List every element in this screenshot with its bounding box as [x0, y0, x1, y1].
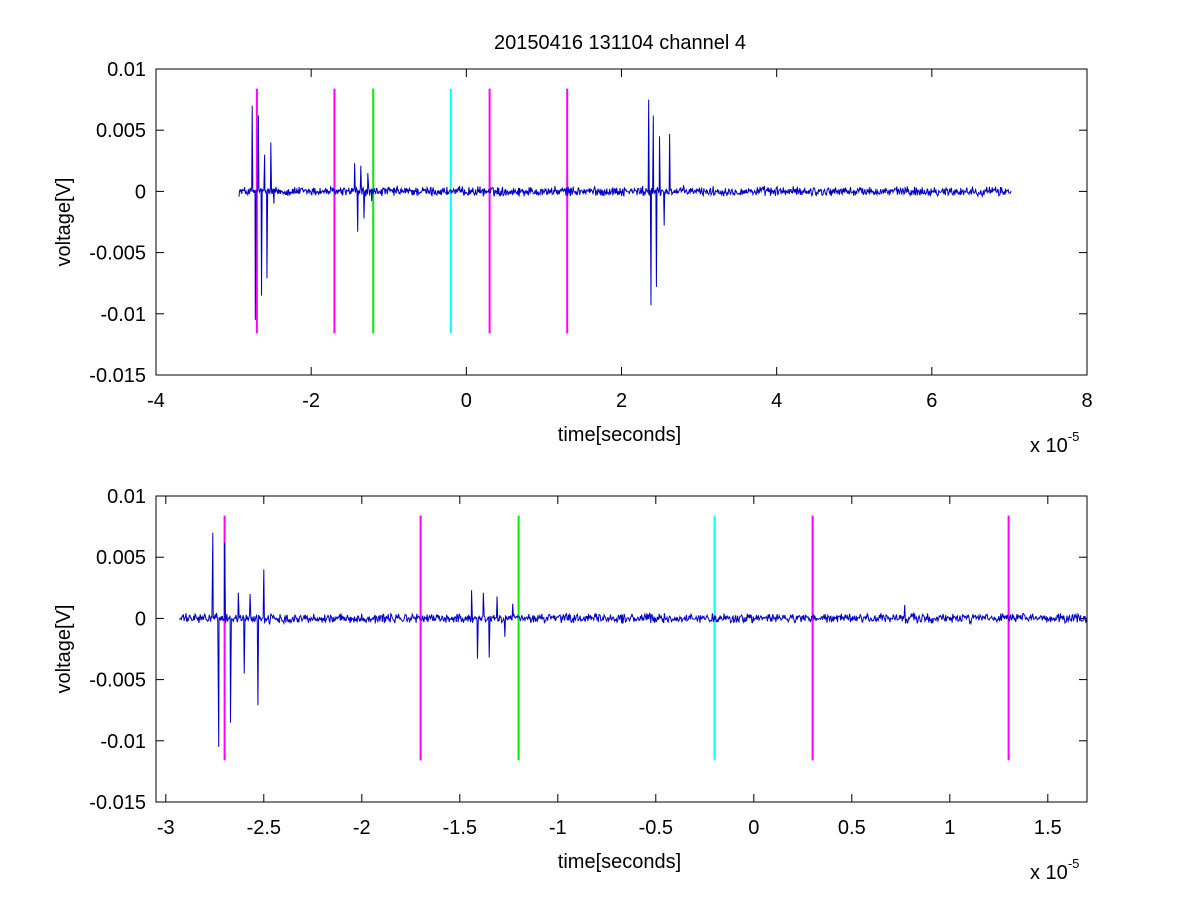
top-plot-x-axis-label: time[seconds]	[558, 424, 681, 446]
bottom-plot-x-exponent-power: -5	[1068, 856, 1080, 871]
bottom-plot-x-axis-label: time[seconds]	[558, 851, 681, 873]
bottom-plot-y-tick-label: 0	[135, 608, 146, 630]
top-plot-signal-trace	[238, 99, 1012, 320]
bottom-plot-x-exponent-label: x 10-5	[1030, 856, 1079, 884]
bottom-plot: -3 -2.5 -2 -1.5 -1 -0.5 0 0.5 1 1.5 -0.015 -0.01 -0.…	[53, 486, 1088, 884]
bottom-plot-x-tick-label: -0.5	[639, 817, 673, 839]
bottom-plot-x-tick-label: 1.5	[1034, 817, 1062, 839]
top-plot-y-tick-label: -0.005	[89, 243, 146, 265]
top-plot-x-exponent-power: -5	[1068, 429, 1080, 444]
bottom-plot-ticks: -3 -2.5 -2 -1.5 -1 -0.5 0 0.5 1 1.5 -0.015 -0.01 -0.…	[89, 486, 1087, 839]
bottom-plot-x-tick-label: 0.5	[838, 817, 866, 839]
top-plot-x-tick-label: 8	[1081, 390, 1092, 412]
bottom-plot-y-tick-label: -0.015	[89, 792, 146, 814]
bottom-plot-y-tick-label: -0.005	[89, 670, 146, 692]
top-plot-x-exponent-base: x 10	[1030, 435, 1068, 457]
top-plot-x-tick-label: -4	[147, 390, 165, 412]
bottom-plot-x-tick-label: -3	[157, 817, 175, 839]
bottom-plot-y-tick-label: 0.005	[96, 547, 146, 569]
bottom-plot-x-tick-label: 1	[944, 817, 955, 839]
top-plot-x-tick-label: 2	[616, 390, 627, 412]
top-plot-x-tick-label: 0	[461, 390, 472, 412]
bottom-plot-y-axis-label: voltage[V]	[53, 605, 75, 694]
bottom-plot-signal-trace	[179, 532, 1088, 747]
bottom-plot-x-tick-label: -1	[549, 817, 567, 839]
top-plot-axes-frame	[155, 68, 1088, 376]
top-plot-x-tick-label: 6	[926, 390, 937, 412]
top-plot-y-tick-label: 0	[135, 181, 146, 203]
bottom-plot-x-tick-label: -2.5	[247, 817, 281, 839]
top-plot-y-tick-label: 0.01	[107, 59, 146, 81]
bottom-plot-x-tick-label: 0	[748, 817, 759, 839]
top-plot-y-tick-label: -0.01	[100, 304, 146, 326]
bottom-plot-x-tick-label: -2	[353, 817, 371, 839]
bottom-plot-y-tick-label: -0.01	[100, 731, 146, 753]
top-plot: -4 -2 0 2 4 6 8 -0.015 -0.01 -0.005 0 0.005 0.01 tim…	[53, 59, 1093, 457]
top-plot-y-tick-label: -0.015	[89, 365, 146, 387]
top-plot-x-tick-label: 4	[771, 390, 782, 412]
bottom-plot-y-tick-label: 0.01	[107, 486, 146, 508]
top-plot-y-axis-label: voltage[V]	[53, 178, 75, 267]
top-plot-markers	[255, 88, 569, 334]
bottom-plot-x-exponent-base: x 10	[1030, 862, 1068, 884]
top-plot-y-tick-label: 0.005	[96, 120, 146, 142]
top-plot-x-tick-label: -2	[302, 390, 320, 412]
bottom-plot-markers	[223, 515, 1010, 761]
figure-title: 20150416 131104 channel 4	[494, 32, 746, 54]
bottom-plot-x-tick-label: -1.5	[443, 817, 477, 839]
bottom-plot-axes-frame	[155, 495, 1088, 803]
top-plot-x-exponent-label: x 10-5	[1030, 429, 1079, 457]
top-plot-ticks: -4 -2 0 2 4 6 8 -0.015 -0.01 -0.005 0 0.005 0.01	[89, 59, 1092, 412]
